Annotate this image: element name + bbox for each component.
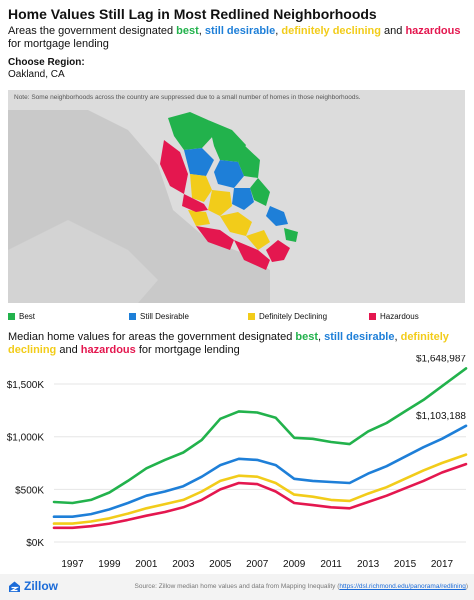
source-note: Source: Zillow median home values and da… xyxy=(135,583,469,590)
legend-item-still-desirable[interactable]: Still Desirable xyxy=(129,312,189,321)
series-line-hazardous[interactable] xyxy=(52,462,468,530)
legend-item-hazardous[interactable]: Hazardous xyxy=(369,312,419,321)
page-subtitle: Areas the government designated best, st… xyxy=(8,25,463,51)
legend-swatch-definitely-declining xyxy=(248,313,255,320)
chart-gridlines xyxy=(54,383,466,543)
source-close: ) xyxy=(465,583,468,590)
redlining-map[interactable]: Note: Some neighborhoods across the coun… xyxy=(8,90,465,303)
subtitle-text-end: for mortgage lending xyxy=(8,38,109,50)
map-island xyxy=(8,220,158,303)
x-tick-label: 1999 xyxy=(98,559,121,570)
map-legend: Best Still Desirable Definitely Declinin… xyxy=(8,312,465,324)
region-label: Choose Region: xyxy=(8,57,85,68)
legend-label-hazardous: Hazardous xyxy=(380,312,419,321)
map-neighborhoods xyxy=(160,112,298,270)
legend-swatch-hazardous xyxy=(369,313,376,320)
legend-swatch-still-desirable xyxy=(129,313,136,320)
legend-item-best[interactable]: Best xyxy=(8,312,35,321)
series-line-best[interactable] xyxy=(52,367,468,505)
x-tick-label: 2017 xyxy=(431,559,454,570)
region-select[interactable]: Oakland, CA xyxy=(8,69,65,80)
x-tick-label: 2015 xyxy=(394,559,417,570)
x-tick-label: 2013 xyxy=(357,559,380,570)
x-tick-label: 2011 xyxy=(320,559,342,570)
line-chart[interactable]: $0K $500K $1,000K $1,500K 1997 1999 2001 2003 2… xyxy=(0,355,474,573)
subtitle-still-desirable: still desirable xyxy=(204,25,276,37)
y-axis-ticks: $0K $500K $1,000K $1,500K xyxy=(7,380,45,549)
x-tick-label: 1997 xyxy=(61,559,84,570)
x-tick-label: 2009 xyxy=(283,559,306,570)
zillow-logo-text: Zillow xyxy=(24,579,58,593)
x-tick-label: 2007 xyxy=(246,559,269,570)
zillow-house-icon xyxy=(9,581,20,592)
page-title: Home Values Still Lag in Most Redlined N… xyxy=(8,6,377,22)
subtitle-definitely-declining: definitely declining xyxy=(281,25,381,37)
subtitle-hazardous: hazardous xyxy=(405,25,461,37)
legend-item-definitely-declining[interactable]: Definitely Declining xyxy=(248,312,327,321)
legend-label-best: Best xyxy=(19,312,36,321)
legend-label-still-desirable: Still Desirable xyxy=(140,312,189,321)
chart-title-text: Median home values for areas the governm… xyxy=(8,331,296,343)
subtitle-and: and xyxy=(380,25,406,37)
chart-title-best: best xyxy=(295,331,319,343)
series-line-definitely-declining[interactable] xyxy=(52,453,468,525)
subtitle-text: Areas the government designated xyxy=(8,25,177,37)
y-tick-label: $1,000K xyxy=(7,433,45,444)
map-note: Note: Some neighborhoods across the coun… xyxy=(14,94,361,101)
subtitle-sep: , xyxy=(275,25,282,37)
y-tick-label: $0K xyxy=(26,538,44,549)
y-tick-label: $1,500K xyxy=(7,380,45,391)
chart-annotations: $1,648,987 $1,103,188 xyxy=(416,355,466,422)
chart-title: Median home values for areas the governm… xyxy=(8,331,468,357)
source-link[interactable]: https://dsl.richmond.edu/panorama/redlin… xyxy=(339,583,466,590)
subtitle-best: best xyxy=(176,25,199,37)
chart-title-definitely-declining: definitely declining xyxy=(8,331,449,356)
y-tick-label: $500K xyxy=(15,485,44,496)
chart-title-sep: , xyxy=(318,331,325,343)
x-tick-label: 2003 xyxy=(172,559,195,570)
chart-title-still-desirable: still desirable xyxy=(324,331,395,343)
x-axis-ticks: 1997 1999 2001 2003 2005 2007 2009 2011 2013 2015… xyxy=(61,559,453,570)
chart-series xyxy=(52,367,468,530)
x-tick-label: 2005 xyxy=(209,559,232,570)
chart-title-sep: , xyxy=(394,331,401,343)
end-value-label: $1,648,987 xyxy=(416,355,466,364)
footer: Zillow Source: Zillow median home values… xyxy=(0,574,474,600)
x-tick-label: 2001 xyxy=(135,559,158,570)
legend-label-definitely-declining: Definitely Declining xyxy=(259,312,328,321)
end-value-label: $1,103,188 xyxy=(416,411,466,422)
subtitle-sep: , xyxy=(198,25,205,37)
chart-title-hazardous: hazardous xyxy=(80,344,136,356)
map-graphic xyxy=(8,90,465,303)
zillow-logo[interactable]: Zillow xyxy=(8,579,58,593)
legend-swatch-best xyxy=(8,313,15,320)
series-line-still-desirable[interactable] xyxy=(52,424,468,518)
chart-title-and: and xyxy=(56,344,81,356)
chart-title-text-end: for mortgage lending xyxy=(135,344,240,356)
source-text: Source: Zillow median home values and da… xyxy=(134,583,340,590)
